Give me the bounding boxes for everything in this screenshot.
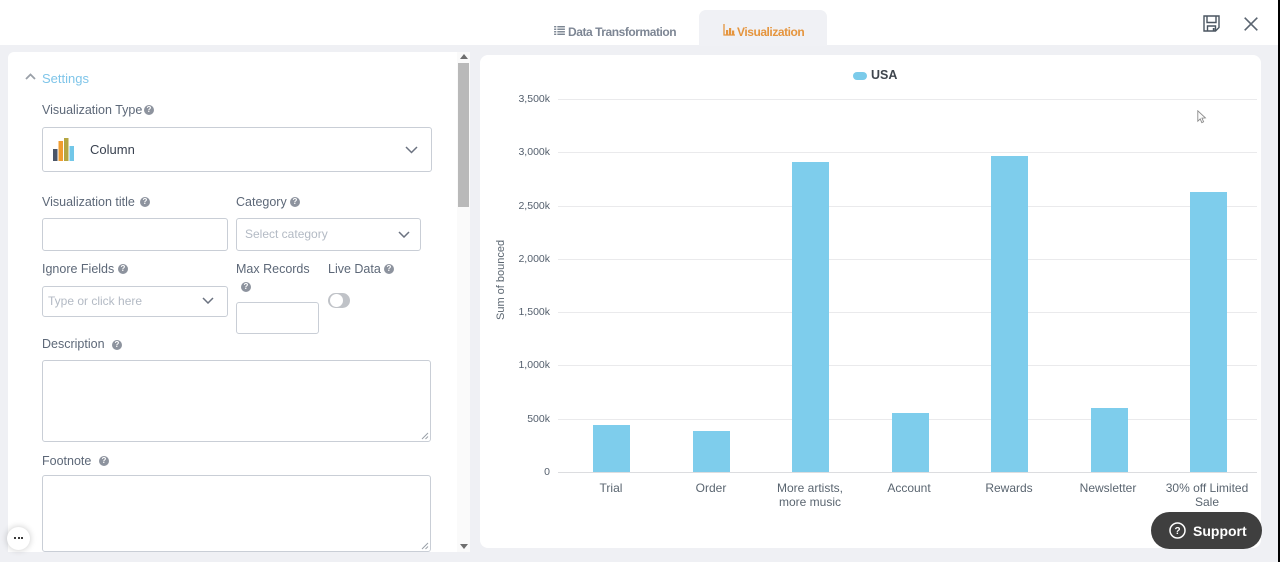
svg-text:?: ? <box>1174 526 1180 537</box>
